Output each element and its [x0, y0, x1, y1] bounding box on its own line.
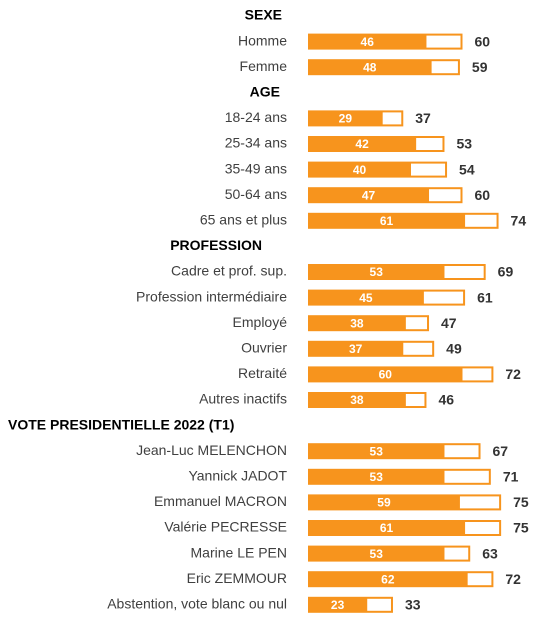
inner-value: 37	[349, 342, 363, 356]
inner-value: 62	[381, 572, 395, 586]
group-header: SEXE	[245, 7, 282, 23]
inner-value: 40	[353, 163, 367, 177]
filled-bar	[308, 188, 430, 203]
inner-value: 46	[361, 35, 375, 49]
outer-value: 60	[475, 33, 491, 49]
filled-bar	[308, 393, 406, 407]
inner-value: 61	[380, 214, 394, 228]
group-header: VOTE PRESIDENTIELLE 2022 (T1)	[8, 416, 234, 432]
filled-bar	[308, 213, 466, 228]
category-label: 25-34 ans	[225, 135, 287, 151]
category-label: Homme	[238, 32, 287, 48]
inner-value: 53	[370, 470, 384, 484]
filled-bar	[308, 60, 432, 75]
filled-bar	[308, 444, 445, 459]
outer-value: 75	[513, 494, 529, 510]
category-label: Cadre et prof. sup.	[171, 263, 287, 279]
outer-value: 49	[446, 341, 462, 357]
inner-value: 38	[350, 316, 364, 330]
inner-value: 60	[379, 368, 393, 382]
filled-bar	[308, 546, 445, 561]
outer-value: 47	[441, 315, 457, 331]
outer-value: 59	[472, 59, 488, 75]
inner-value: 47	[362, 188, 376, 202]
outer-value: 33	[405, 597, 421, 613]
inner-value: 53	[370, 265, 384, 279]
category-label: Profession intermédiaire	[136, 288, 287, 304]
outer-value: 37	[415, 110, 431, 126]
category-label: Ouvrier	[241, 340, 287, 356]
category-label: Abstention, vote blanc ou nul	[107, 596, 287, 612]
category-label: 50-64 ans	[225, 186, 287, 202]
category-label: 65 ans et plus	[200, 212, 287, 228]
group-header: PROFESSION	[170, 237, 262, 253]
filled-bar	[308, 572, 468, 587]
outer-value: 46	[438, 392, 454, 408]
filled-bar	[308, 521, 466, 535]
outer-value: 74	[511, 213, 527, 229]
inner-value: 59	[377, 496, 391, 510]
outer-value: 54	[459, 161, 475, 177]
filled-bar	[308, 469, 445, 484]
category-label: 18-24 ans	[225, 109, 287, 125]
inner-value: 23	[331, 598, 345, 612]
category-label: Employé	[233, 314, 288, 330]
category-label: 35-49 ans	[225, 160, 287, 176]
filled-bar	[308, 34, 427, 49]
outer-value: 60	[475, 187, 491, 203]
outer-value: 67	[493, 443, 509, 459]
inner-value: 61	[380, 521, 394, 535]
category-label: Retraité	[238, 365, 287, 381]
category-label: Femme	[240, 58, 288, 74]
filled-bar	[308, 316, 406, 331]
inner-value: 48	[363, 60, 377, 74]
category-label: Eric ZEMMOUR	[187, 570, 287, 586]
inner-value: 38	[350, 393, 364, 407]
category-label: Valérie PECRESSE	[164, 519, 287, 535]
inner-value: 45	[359, 291, 373, 305]
outer-value: 72	[505, 571, 521, 587]
outer-value: 72	[505, 366, 521, 382]
inner-value: 42	[355, 137, 369, 151]
outer-value: 63	[482, 545, 498, 561]
inner-value: 29	[339, 112, 353, 126]
category-label: Marine LE PEN	[191, 544, 287, 560]
filled-bar	[308, 137, 417, 151]
inner-value: 53	[370, 547, 384, 561]
category-label: Yannick JADOT	[188, 468, 287, 484]
category-label: Emmanuel MACRON	[154, 493, 287, 509]
category-label: Jean-Luc MELENCHON	[136, 442, 287, 458]
filled-bar	[308, 162, 411, 177]
outer-value: 71	[503, 469, 519, 485]
outer-value: 75	[513, 520, 529, 536]
filled-bar	[308, 290, 424, 305]
outer-value: 69	[498, 264, 514, 280]
group-header: AGE	[250, 84, 280, 100]
filled-bar	[308, 597, 368, 612]
outer-value: 53	[456, 136, 472, 152]
filled-bar	[308, 495, 460, 510]
outer-value: 61	[477, 289, 493, 305]
inner-value: 53	[370, 444, 384, 458]
filled-bar	[308, 341, 404, 356]
filled-bar	[308, 265, 445, 279]
filled-bar	[308, 367, 463, 382]
category-label: Autres inactifs	[199, 391, 287, 407]
filled-bar	[308, 111, 383, 126]
